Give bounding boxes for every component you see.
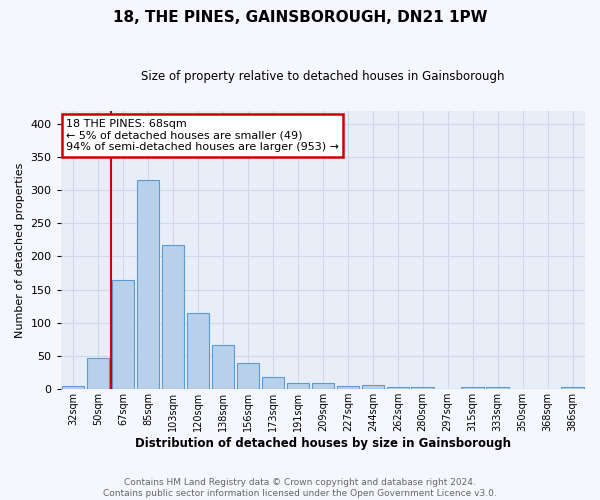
Text: 18 THE PINES: 68sqm
← 5% of detached houses are smaller (49)
94% of semi-detache: 18 THE PINES: 68sqm ← 5% of detached hou… xyxy=(66,119,339,152)
Bar xyxy=(461,387,484,389)
Bar xyxy=(162,244,184,389)
Bar xyxy=(311,382,334,389)
Bar xyxy=(386,387,409,389)
Bar xyxy=(262,377,284,389)
Bar xyxy=(212,346,234,389)
Bar xyxy=(137,180,160,389)
Bar xyxy=(112,280,134,389)
Y-axis label: Number of detached properties: Number of detached properties xyxy=(15,162,25,338)
X-axis label: Distribution of detached houses by size in Gainsborough: Distribution of detached houses by size … xyxy=(135,437,511,450)
Bar xyxy=(487,387,509,389)
Bar xyxy=(337,386,359,389)
Bar xyxy=(237,362,259,389)
Bar xyxy=(187,313,209,389)
Bar xyxy=(412,387,434,389)
Title: Size of property relative to detached houses in Gainsborough: Size of property relative to detached ho… xyxy=(141,70,505,83)
Text: Contains HM Land Registry data © Crown copyright and database right 2024.
Contai: Contains HM Land Registry data © Crown c… xyxy=(103,478,497,498)
Bar xyxy=(561,386,584,389)
Text: 18, THE PINES, GAINSBOROUGH, DN21 1PW: 18, THE PINES, GAINSBOROUGH, DN21 1PW xyxy=(113,10,487,25)
Bar xyxy=(87,358,109,389)
Bar xyxy=(287,382,309,389)
Bar xyxy=(62,386,85,389)
Bar xyxy=(362,385,384,389)
